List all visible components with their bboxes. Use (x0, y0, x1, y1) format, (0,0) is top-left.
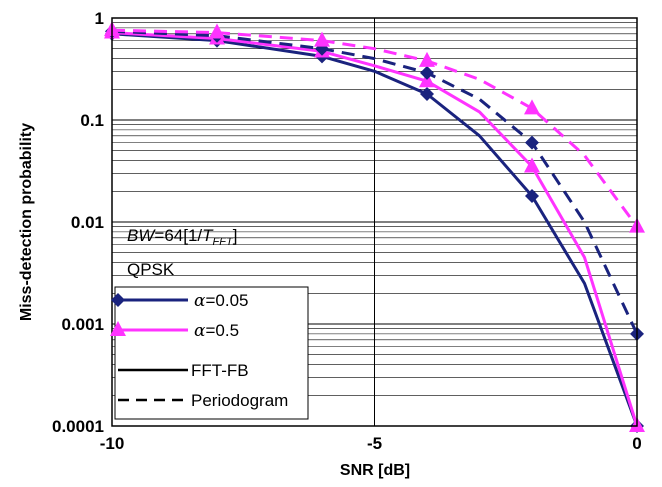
data-point-diamond (420, 65, 434, 80)
bw-annotation-sub: FFT (213, 236, 234, 248)
bw-annotation-mid: =64[1/ (154, 226, 202, 245)
legend: α=0.05 α=0.5 FFT-FB Periodogram (110, 286, 309, 420)
data-point-diamond (525, 188, 539, 203)
x-tick-label: 0 (632, 434, 641, 453)
legend-label: Periodogram (191, 391, 288, 410)
legend-label: =0.5 (205, 321, 239, 340)
svg-text:α=0.5: α=0.5 (194, 321, 239, 341)
bw-annotation-bw: BW (127, 226, 156, 245)
y-tick-label: 1 (95, 9, 104, 28)
x-axis-label: SNR [dB] (340, 462, 410, 479)
data-point-triangle (419, 51, 435, 67)
legend-box (114, 286, 309, 420)
legend-marker-diamond (111, 293, 125, 307)
y-tick-label: 0.01 (71, 213, 104, 232)
legend-alpha-symbol: α (194, 321, 206, 341)
bw-annotation: BW=64[1/TFFT] (127, 226, 237, 248)
legend-entry-alpha-05: α=0.5 (110, 321, 239, 341)
svg-text:α=0.05: α=0.05 (194, 291, 249, 311)
legend-entry-alpha-005: α=0.05 (111, 291, 249, 311)
legend-label: =0.05 (205, 291, 248, 310)
plot-frame (111, 17, 638, 427)
x-tick-label: -10 (100, 434, 125, 453)
y-tick-label: 0.0001 (52, 417, 104, 436)
legend-marker-triangle (110, 321, 126, 336)
data-point-triangle (314, 31, 330, 47)
series-layer (104, 21, 645, 433)
y-axis-label: Miss-detection probability (18, 123, 35, 321)
legend-entry-periodogram: Periodogram (118, 391, 288, 410)
data-point-diamond (420, 86, 434, 101)
bw-annotation-t: T (202, 226, 214, 245)
y-tick-label: 0.001 (61, 315, 104, 334)
bw-annotation-close: ] (233, 226, 238, 245)
legend-label: FFT-FB (191, 361, 249, 380)
legend-entry-fft-fb: FFT-FB (118, 361, 249, 380)
data-point-triangle (209, 23, 225, 39)
data-point-diamond (525, 135, 539, 150)
tick-labels: -10 -5 0 0.0001 0.001 0.01 0.1 1 (52, 9, 642, 453)
data-point-triangle (524, 157, 540, 173)
data-point-triangle (524, 99, 540, 115)
modulation-annotation: QPSK (127, 260, 175, 279)
legend-alpha-symbol: α (194, 291, 206, 311)
y-tick-label: 0.1 (80, 111, 104, 130)
x-tick-label: -5 (367, 434, 382, 453)
